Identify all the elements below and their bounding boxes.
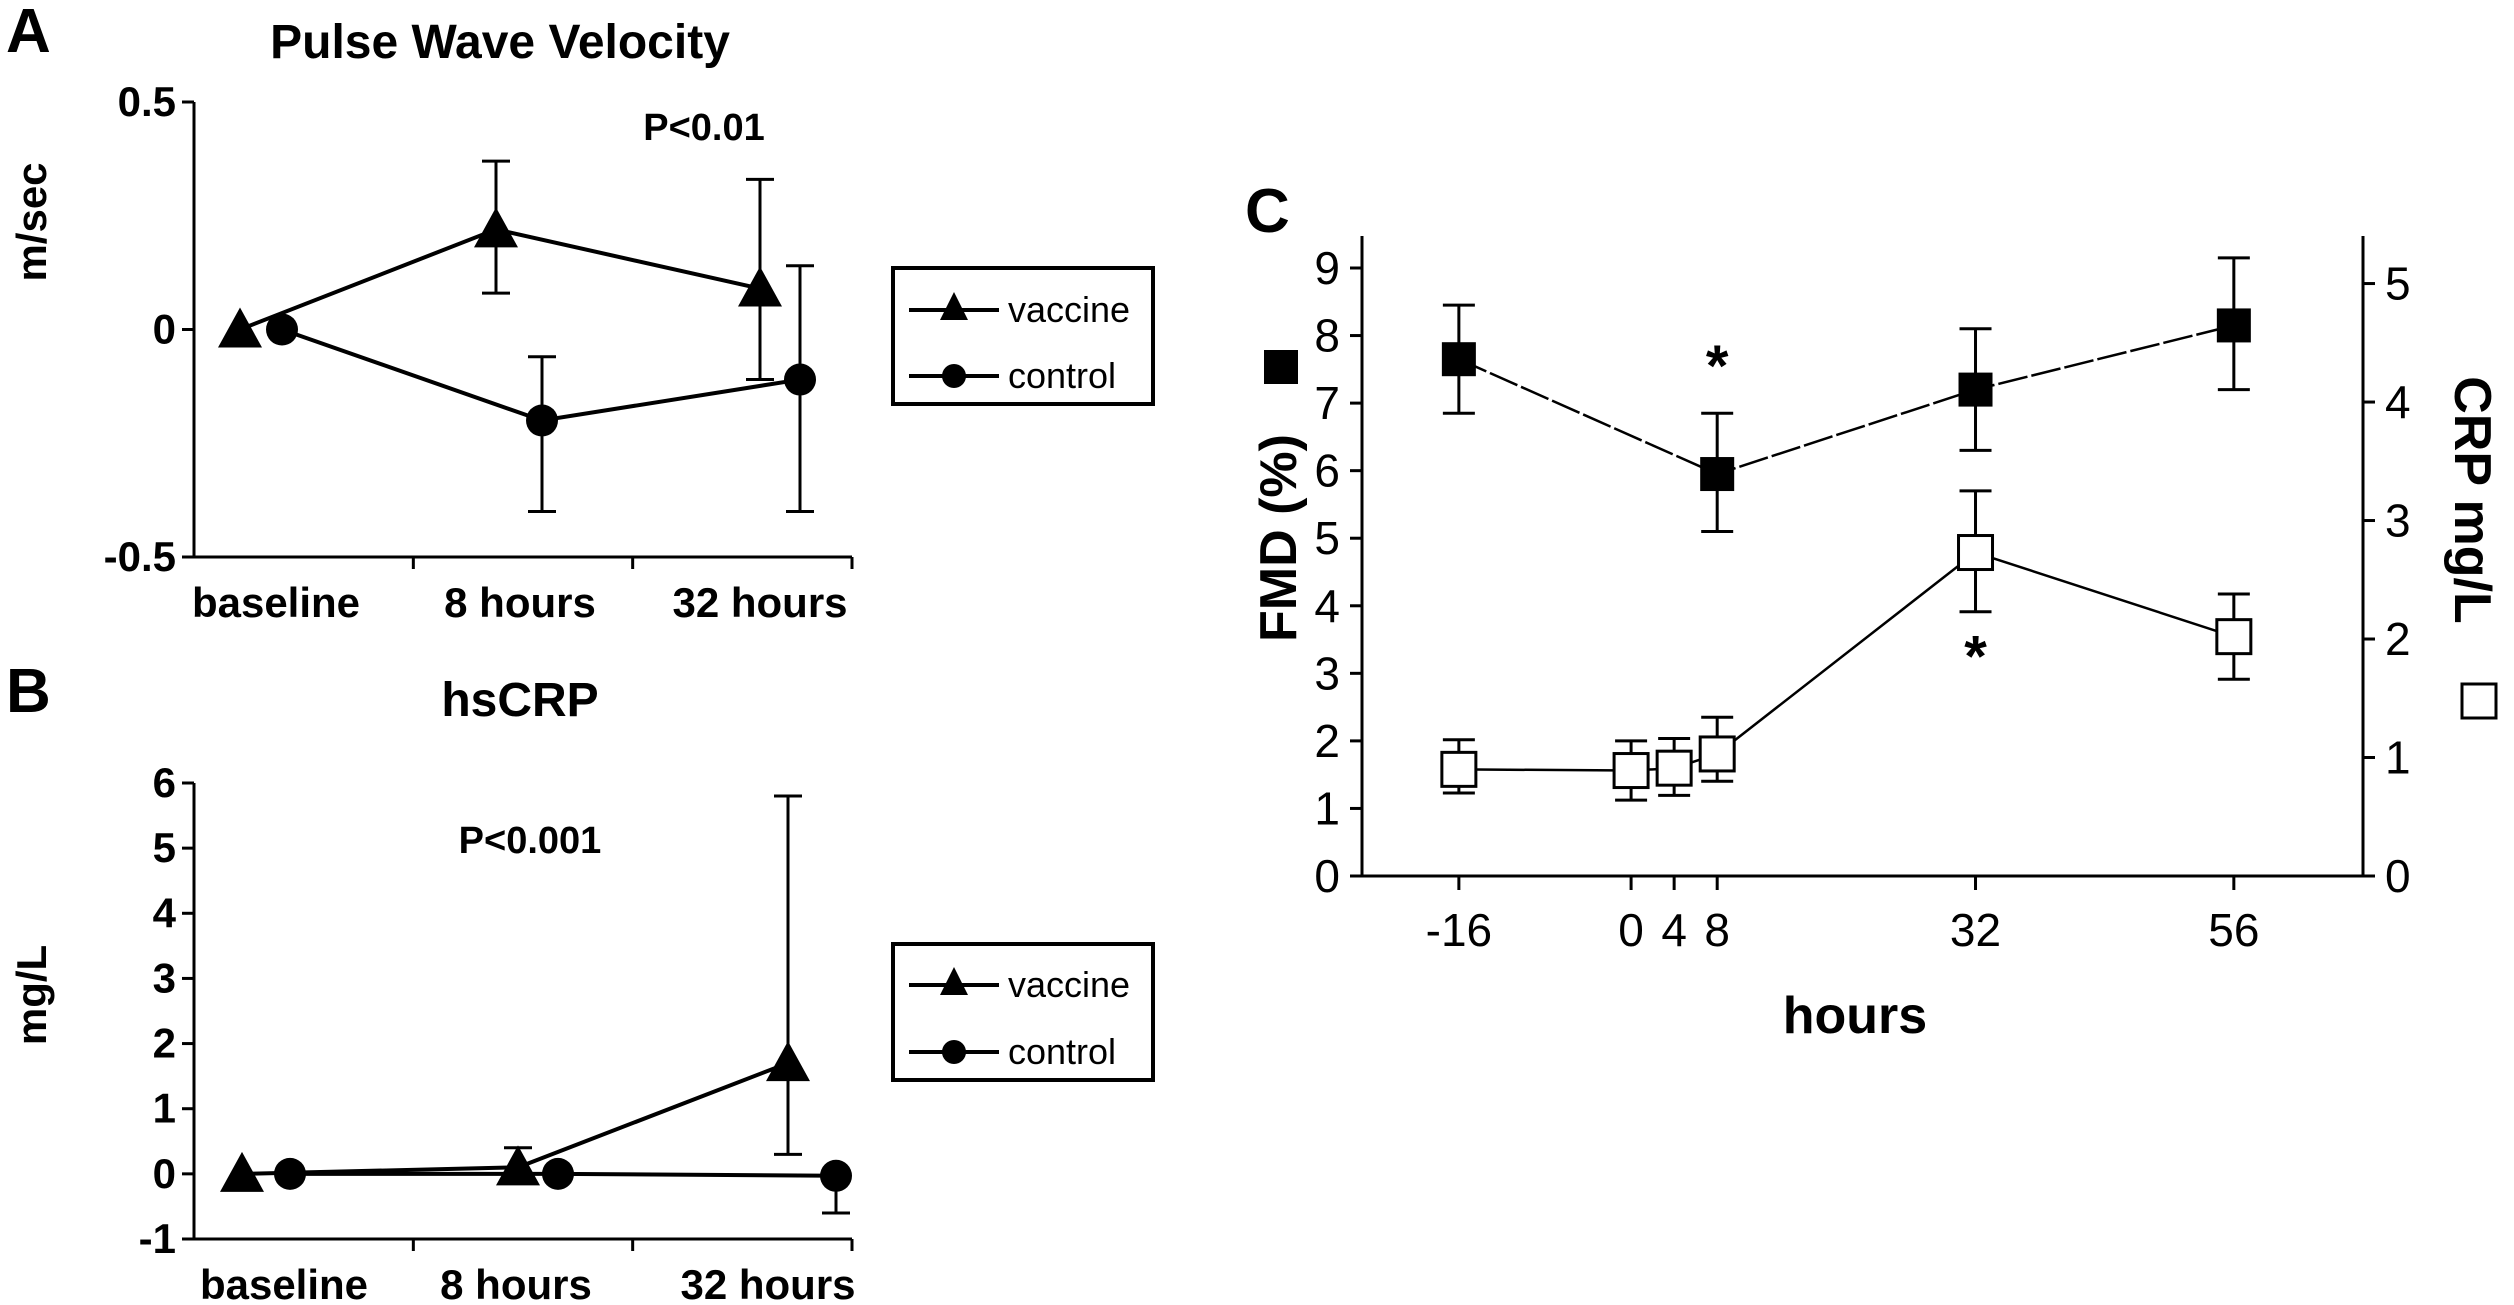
legend-label-vaccine: vaccine xyxy=(1008,964,1130,1005)
chart-c-xlabel: hours xyxy=(1783,987,1927,1045)
x-tick-label: -16 xyxy=(1426,904,1492,956)
x-tick-label: 0 xyxy=(1618,904,1644,956)
chart-a-legend: vaccine control xyxy=(891,266,1155,406)
x-tick-label: 8 xyxy=(1704,904,1730,956)
legend-circle-icon xyxy=(942,1040,966,1064)
series-line-CRP xyxy=(1458,551,2235,772)
data-point-CRP xyxy=(2215,618,2253,656)
y-tick-label: 4 xyxy=(153,889,177,936)
x-tick-label: 32 hours xyxy=(680,1261,855,1305)
legend-circle-icon xyxy=(942,364,966,388)
x-tick-label: baseline xyxy=(200,1261,368,1305)
legend-box xyxy=(891,942,1155,1082)
chart-c-ylabel-right: CRP mg/L xyxy=(2443,376,2501,624)
y-tick-label-left: 9 xyxy=(1314,242,1340,294)
y-tick-label-left: 6 xyxy=(1314,445,1340,497)
y-tick-label-right: 3 xyxy=(2385,495,2411,547)
y-tick-label-left: 0 xyxy=(1314,850,1340,902)
data-point-CRP xyxy=(1957,534,1995,572)
chart-a-ylabel: m/sec xyxy=(8,162,55,281)
y-tick-label-left: 2 xyxy=(1314,715,1340,767)
data-point-control xyxy=(274,1157,306,1190)
y-tick-label: 0.5 xyxy=(118,78,176,125)
legend-label-control: control xyxy=(1008,355,1116,396)
data-point-CRP xyxy=(1612,752,1650,790)
y-tick-label-right: 2 xyxy=(2385,613,2411,665)
y-tick-label-left: 7 xyxy=(1314,377,1340,429)
y-tick-label-left: 4 xyxy=(1314,580,1340,632)
y-tick-label: 5 xyxy=(153,824,176,871)
panel-b: B hsCRP mg/L P<0.001 6 5 4 3 2 1 0 -1 baseline 8 … xyxy=(6,657,1155,1305)
y-tick-label-right: 1 xyxy=(2385,732,2411,784)
data-point-control xyxy=(266,313,298,346)
chart-b-annotation: P<0.001 xyxy=(459,820,602,862)
data-point-vaccine xyxy=(496,1145,540,1186)
panel-c: C FMD (%) CRP mg/L hours 012345678901234… xyxy=(1245,177,2501,1045)
series-line-FMD xyxy=(1458,324,2235,476)
data-point-vaccine xyxy=(474,207,518,248)
data-point-FMD xyxy=(1958,372,1993,407)
y-tick-label: 3 xyxy=(153,954,176,1001)
y-tick-label-left: 1 xyxy=(1314,782,1340,834)
y-tick-label: -1 xyxy=(139,1215,176,1262)
chart-b-ylabel: mg/L xyxy=(8,945,55,1045)
significance-star: * xyxy=(1706,334,1729,399)
y-tick-label-right: 4 xyxy=(2385,376,2411,428)
y-tick-label: 1 xyxy=(153,1085,176,1132)
data-point-control xyxy=(526,404,558,437)
data-point-control xyxy=(542,1157,574,1190)
legend-box xyxy=(891,266,1155,406)
panel-letter-c: C xyxy=(1245,177,1290,246)
data-point-control xyxy=(784,363,816,396)
y-tick-label-left: 8 xyxy=(1314,310,1340,362)
data-point-CRP xyxy=(1655,749,1693,787)
y-tick-label-right: 0 xyxy=(2385,850,2411,902)
crp-legend-square-icon xyxy=(2460,682,2498,720)
y-tick-label: 0 xyxy=(153,306,176,353)
x-tick-label: 8 hours xyxy=(440,1261,592,1305)
x-tick-label: 8 hours xyxy=(444,579,596,626)
legend-triangle-icon xyxy=(940,967,968,995)
chart-a-plot: 0.5 0 -0.5 baseline 8 hours 32 hours xyxy=(104,78,854,626)
y-tick-label-left: 5 xyxy=(1314,512,1340,564)
x-tick-label: 32 xyxy=(1950,904,2001,956)
chart-b-plot: 6 5 4 3 2 1 0 -1 baseline 8 hours 32 hours xyxy=(139,759,856,1305)
y-tick-label-right: 5 xyxy=(2385,258,2411,310)
y-tick-label: 2 xyxy=(153,1020,176,1067)
data-point-control xyxy=(820,1159,852,1192)
chart-c-ylabel-left: FMD (%) xyxy=(1250,434,1308,642)
data-point-FMD xyxy=(1700,457,1735,492)
legend-triangle-icon xyxy=(940,292,968,320)
chart-a-title: Pulse Wave Velocity xyxy=(270,16,730,69)
x-tick-label: 4 xyxy=(1661,904,1687,956)
y-tick-label: -0.5 xyxy=(104,533,176,580)
x-tick-label: 32 hours xyxy=(672,579,847,626)
data-point-CRP xyxy=(1698,735,1736,773)
data-point-FMD xyxy=(1441,342,1476,377)
data-point-CRP xyxy=(1440,750,1478,788)
significance-star: * xyxy=(1964,624,1987,689)
fmd-legend-square-icon xyxy=(1264,350,1298,384)
chart-a-annotation: P<0.01 xyxy=(643,107,765,149)
panel-letter-b: B xyxy=(6,657,51,726)
data-point-vaccine xyxy=(220,1151,264,1192)
y-tick-label-left: 3 xyxy=(1314,647,1340,699)
y-tick-label: 6 xyxy=(153,759,176,806)
chart-b-title: hsCRP xyxy=(441,674,598,727)
data-point-vaccine xyxy=(766,1041,810,1082)
legend-label-control: control xyxy=(1008,1031,1116,1072)
x-tick-label: baseline xyxy=(192,579,360,626)
legend-label-vaccine: vaccine xyxy=(1008,289,1130,330)
panel-letter-a: A xyxy=(6,0,51,66)
chart-b-legend: vaccine control xyxy=(891,942,1155,1082)
data-point-vaccine xyxy=(738,266,782,307)
y-tick-label: 0 xyxy=(153,1150,176,1197)
panel-a: A Pulse Wave Velocity m/sec P<0.01 0.5 0 -… xyxy=(6,0,1155,626)
data-point-vaccine xyxy=(218,307,262,348)
data-point-FMD xyxy=(2216,308,2251,343)
x-tick-label: 56 xyxy=(2208,904,2259,956)
